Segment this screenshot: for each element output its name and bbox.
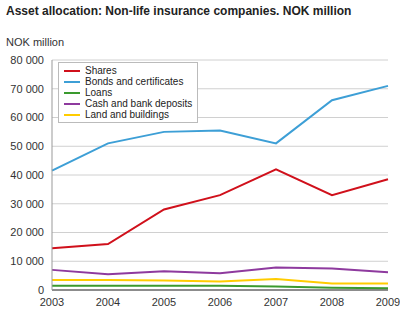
html-text:Bonds and certificates: Bonds and certificates — [85, 76, 184, 87]
html-text:Land and buildings: Land and buildings — [85, 109, 169, 120]
svg-text:60 000: 60 000 — [10, 111, 44, 123]
svg-text:70 000: 70 000 — [10, 83, 44, 95]
svg-text:20 000: 20 000 — [10, 226, 44, 238]
svg-text:0: 0 — [38, 284, 44, 296]
svg-text:2005: 2005 — [152, 296, 176, 308]
svg-text:2004: 2004 — [96, 296, 120, 308]
html-text:Cash and bank deposits: Cash and bank deposits — [85, 98, 193, 109]
svg-text:80 000: 80 000 — [10, 54, 44, 66]
svg-text:2008: 2008 — [320, 296, 344, 308]
svg-text:10 000: 10 000 — [10, 255, 44, 267]
svg-text:2006: 2006 — [208, 296, 232, 308]
html-text:Loans: Loans — [85, 87, 113, 98]
svg-text:30 000: 30 000 — [10, 198, 44, 210]
svg-text:40 000: 40 000 — [10, 169, 44, 181]
svg-text:50 000: 50 000 — [10, 140, 44, 152]
html-text:NOK million: NOK million — [6, 36, 65, 48]
svg-text:2007: 2007 — [264, 296, 288, 308]
html-text:Shares: Shares — [85, 65, 117, 76]
svg-text:2009: 2009 — [376, 296, 392, 308]
html-text:Asset allocation: Non-life ins: Asset allocation: Non-life insurance com… — [6, 4, 352, 18]
svg-text:2003: 2003 — [40, 296, 64, 308]
